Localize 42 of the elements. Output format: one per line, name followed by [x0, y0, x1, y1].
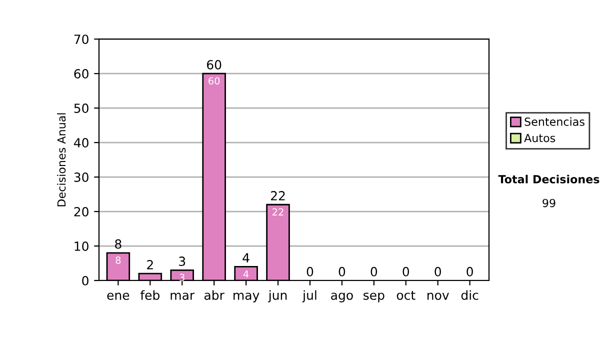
x-tick-label: ene: [107, 292, 130, 300]
x-tick-label: dic: [461, 290, 478, 300]
y-tick-label: 40: [74, 138, 88, 148]
data-label: 8: [116, 256, 121, 264]
x-tick-label: jul: [302, 290, 316, 302]
x-tick-label: abr: [204, 290, 224, 300]
y-tick-label: 50: [74, 104, 88, 113]
text: Total Decisiones: [498, 174, 600, 184]
x-tick-label: sep: [364, 292, 384, 302]
total-label: 8: [115, 239, 122, 249]
x-tick-label: jun: [268, 290, 287, 302]
y-tick-label: 0: [82, 276, 88, 286]
total-label: 3: [179, 256, 186, 266]
total-label: 2: [147, 260, 153, 270]
total-label: 22: [270, 191, 285, 200]
text: 99: [542, 198, 556, 208]
total-label: 0: [466, 266, 473, 276]
data-label: 60: [208, 77, 220, 85]
y-axis-title: Decisiones Anual: [57, 113, 66, 206]
total-label: 0: [370, 266, 378, 276]
y-tick-label: 10: [74, 241, 88, 251]
data-label: 22: [272, 208, 284, 216]
y-tick-label: 60: [74, 69, 88, 79]
legend-label: Autos: [524, 134, 556, 142]
total-label: 0: [402, 266, 410, 276]
x-tick-label: oct: [396, 290, 416, 300]
legend-label: Sentencias: [524, 117, 584, 126]
x-tick-label: ago: [331, 292, 353, 302]
total-label: 4: [242, 253, 250, 262]
y-tick-label: 20: [74, 207, 88, 216]
total-label: 0: [338, 266, 346, 276]
x-tick-label: feb: [140, 290, 160, 300]
total-label: 0: [434, 266, 441, 276]
total-label: 0: [306, 266, 314, 276]
x-tick-label: may: [234, 292, 260, 302]
x-tick-label: nov: [428, 292, 449, 300]
y-tick-label: 30: [74, 172, 88, 182]
y-tick-label: 70: [74, 34, 88, 44]
x-tick-label: mar: [170, 292, 195, 300]
total-label: 60: [207, 60, 222, 70]
data-label: 3: [180, 274, 184, 282]
data-label: 4: [243, 270, 249, 278]
